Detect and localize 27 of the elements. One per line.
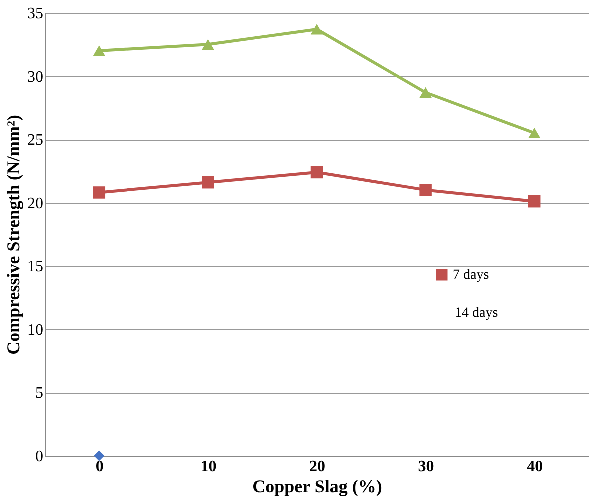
annotation: 14 days [455,306,498,321]
point [420,87,432,98]
x-tick-label: 0 [96,458,104,476]
y-tick-label: 15 [28,258,44,276]
point [528,128,541,139]
point [310,166,324,179]
point [202,176,214,189]
point [420,184,432,196]
y-tick-label: 5 [36,385,44,402]
y-tick-label: 20 [28,195,44,212]
x-axis-title: Copper Slag (%) [252,476,382,496]
point [202,39,214,50]
y-axis-title: Compressive Strength (N/mm²) [4,115,24,355]
point [528,195,541,208]
legend-label: 7 days [453,268,490,283]
y-tick-label: 30 [28,68,44,86]
point [93,186,106,199]
y-tick-label: 25 [28,132,44,150]
y-tick-label: 35 [28,6,44,22]
x-tick-label: 20 [310,458,326,476]
x-tick-label: 40 [527,458,544,476]
x-tick-label: 30 [418,458,434,476]
y-tick-label: 10 [28,322,44,339]
point [310,24,324,35]
point [93,46,106,56]
point [94,450,105,462]
x-tick-label: 10 [200,458,217,476]
